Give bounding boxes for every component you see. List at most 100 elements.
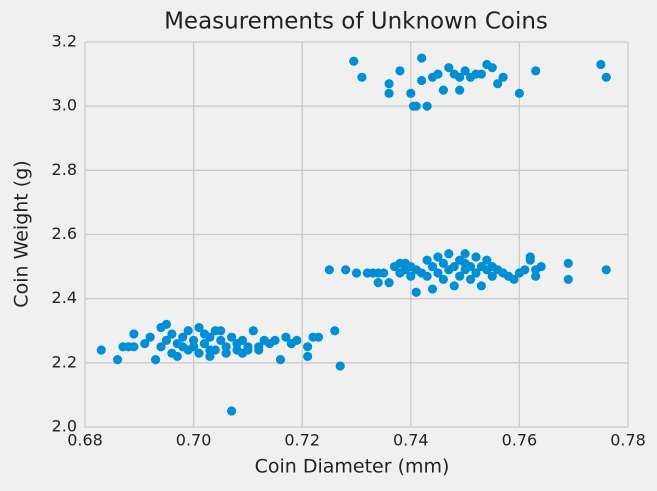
x-tick-label: 0.68 [67,431,103,450]
point [324,265,334,275]
point [406,88,416,98]
point [145,332,155,342]
point [471,268,481,278]
y-tick-label: 2.4 [52,288,77,307]
point [189,335,199,345]
point [563,258,573,268]
point [313,332,324,342]
point [129,329,139,339]
point [140,338,150,349]
point [465,72,476,82]
x-tick-label: 0.72 [284,431,320,450]
point [199,338,210,349]
point [531,271,541,281]
point [395,66,405,76]
point [96,345,106,355]
point [221,342,231,352]
point [216,335,226,345]
point [536,261,546,272]
point [349,56,359,66]
point [438,274,448,285]
point [205,345,215,355]
point [476,69,486,79]
point [227,332,237,342]
point [520,265,530,275]
point [563,274,573,285]
point [433,268,443,278]
point [172,351,182,362]
point [460,249,470,259]
point [498,72,508,82]
point [487,63,497,73]
point [384,88,394,98]
point [465,274,476,285]
x-tick-label: 0.78 [610,431,646,450]
point [129,342,139,352]
point [406,271,416,281]
point [150,355,161,365]
point [422,101,432,111]
point [303,351,313,362]
point [205,351,215,362]
point [357,72,367,82]
point [514,88,525,98]
x-tick-label: 0.74 [393,431,429,450]
point [205,332,215,342]
point [487,271,497,281]
point [433,252,443,262]
y-tick-label: 3.0 [52,96,77,115]
point [335,361,345,371]
point [531,66,541,76]
y-tick-label: 2.0 [52,417,77,436]
point [411,287,421,297]
point [161,335,172,345]
point [509,274,519,285]
point [596,59,606,70]
point [444,249,454,259]
point [455,85,465,95]
point [433,69,443,79]
point [341,265,351,275]
point [112,355,123,365]
point [221,348,231,358]
point [194,348,204,358]
point [601,72,611,82]
point [248,326,258,336]
point [427,261,438,272]
point [482,255,492,265]
chart-title: Measurements of Unknown Coins [164,9,548,35]
point [161,319,172,329]
point [460,66,470,76]
y-tick-label: 3.2 [52,32,77,51]
point [601,265,611,275]
point [183,326,193,336]
y-tick-label: 2.6 [52,224,77,243]
point [351,268,362,278]
point [455,271,465,281]
y-axis-label: Coin Weight (g) [11,160,33,307]
point [373,278,383,288]
point [178,332,188,342]
point [243,345,253,355]
point [422,271,432,281]
x-tick-label: 0.76 [502,431,538,450]
y-tick-label: 2.8 [52,160,77,179]
point [275,355,286,365]
point [427,284,438,294]
point [460,258,470,268]
point [330,326,340,336]
point [476,281,486,291]
point [189,342,199,352]
point [444,63,454,73]
point [411,101,421,111]
point [525,255,535,265]
point [227,406,237,416]
point [449,261,459,272]
point [455,72,465,82]
x-tick-label: 0.70 [176,431,212,450]
point [438,85,448,95]
point [237,335,248,345]
point [303,342,313,352]
point [292,335,302,345]
